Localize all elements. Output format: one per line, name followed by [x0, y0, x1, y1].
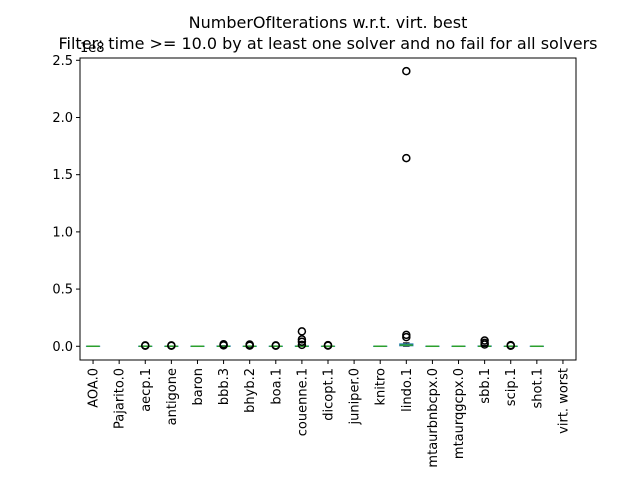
box-scip.1	[503, 340, 518, 350]
y-tick-label: 1.0	[52, 225, 73, 240]
y-tick-label: 1.5	[52, 168, 73, 183]
outlier-point	[297, 327, 307, 336]
outlier-point	[245, 340, 254, 349]
x-tick-label: baron	[191, 368, 206, 405]
box-sbb.1	[477, 336, 492, 349]
box-antigone	[164, 341, 179, 350]
x-tick-label: shot.1	[530, 368, 545, 408]
x-tick-label: juniper.0	[348, 368, 363, 426]
y-axis-offset-label: 1e8	[80, 41, 105, 56]
outlier-point	[402, 330, 411, 340]
chart-subtitle: Filter: time >= 10.0 by at least one sol…	[58, 34, 597, 53]
outlier-point	[219, 339, 228, 349]
outlier-point	[323, 340, 333, 350]
box-lindo.1	[399, 66, 414, 347]
outlier-point	[402, 153, 411, 163]
x-tick-label: virt. worst	[556, 368, 571, 434]
box-couenne.1	[294, 327, 310, 350]
x-tick-label: couenne.1	[295, 368, 310, 436]
x-tick-label: antigone	[165, 368, 180, 425]
x-axis: AOA.0 Pajarito.0 aecp.1 antigone baron bbb.3 b…	[87, 360, 571, 468]
x-tick-label: knitro	[374, 368, 389, 406]
outlier-point	[297, 335, 307, 344]
y-tick-label: 2.0	[52, 111, 73, 126]
x-tick-label: aecp.1	[139, 368, 154, 412]
outlier-point	[480, 336, 489, 345]
chart-title: NumberOfIterations w.r.t. virt. best	[189, 13, 468, 32]
box-bhyb.2	[242, 340, 257, 350]
outlier-point	[167, 341, 176, 350]
outlier-point	[402, 66, 411, 76]
outlier-point	[506, 340, 515, 350]
x-tick-label: scip.1	[504, 368, 519, 406]
x-tick-label: sbb.1	[478, 368, 493, 404]
outlier-point	[141, 341, 150, 350]
x-tick-label: mtaurbnbcpx.0	[426, 368, 441, 468]
y-axis: 0.0 0.5 1.0 1.5 2.0 2.5	[52, 54, 80, 355]
y-tick-label: 2.5	[52, 54, 73, 69]
box-aecp.1	[138, 341, 153, 350]
box-bbb.3	[216, 339, 231, 350]
outlier-point	[297, 340, 307, 350]
outlier-point	[271, 341, 281, 350]
x-tick-label: Pajarito.0	[113, 368, 128, 429]
x-tick-label: lindo.1	[400, 368, 415, 412]
box-series	[85, 66, 544, 350]
x-tick-label: bhyb.2	[243, 368, 258, 413]
y-tick-label: 0.5	[52, 283, 73, 298]
x-tick-label: mtaurqgcpx.0	[452, 368, 467, 459]
x-tick-label: dicopt.1	[322, 368, 337, 421]
box-boa.1	[268, 341, 283, 350]
box-dicopt.1	[320, 340, 336, 350]
x-tick-label: bbb.3	[217, 368, 232, 405]
y-tick-label: 0.0	[52, 340, 73, 355]
plot-frame	[79, 57, 577, 361]
x-tick-label: boa.1	[269, 368, 284, 405]
x-tick-label: AOA.0	[87, 368, 102, 408]
